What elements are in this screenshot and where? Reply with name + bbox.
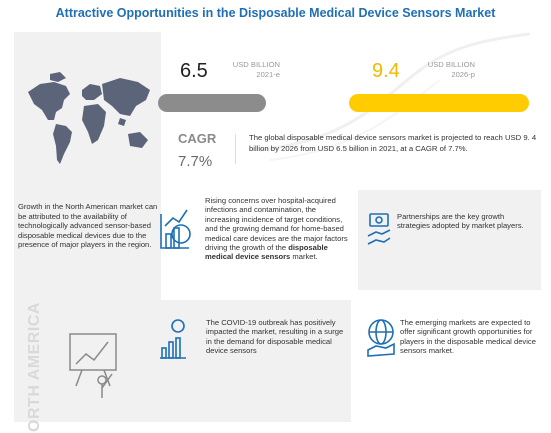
growth-chart-icon: [160, 209, 191, 249]
drivers-text-bold: disposable medical device sensors: [205, 243, 328, 262]
emerging-text: The emerging markets are expected to off…: [400, 318, 536, 356]
market-2021-bar: [158, 94, 266, 112]
covid-cell: [161, 300, 351, 422]
market-2021-unit: USD BILLION: [232, 60, 280, 69]
partnerships-cell: [358, 190, 541, 290]
drivers-text: Rising concerns over hospital-acquired i…: [205, 196, 348, 262]
market-2026-year: 2026-p: [451, 69, 475, 79]
cagr-value: 7.7%: [178, 153, 213, 170]
drivers-cell: [161, 190, 351, 290]
decorative-curve: [259, 32, 531, 161]
cagr-label: CAGR: [178, 131, 217, 146]
region-description: Growth in the North American market can …: [18, 202, 158, 250]
analysis-board-icon: [69, 333, 117, 398]
region-label: NORTH AMERICA: [26, 302, 43, 433]
market-summary: The global disposable medical device sen…: [249, 133, 537, 153]
covid-text: The COVID-19 outbreak has positively imp…: [206, 318, 344, 356]
drivers-text-part1: Rising concerns over hospital-acquired i…: [205, 196, 348, 253]
market-2026-value: 9.4: [372, 60, 400, 82]
globe-hand-icon: [367, 319, 395, 357]
market-2026-unit: USD BILLION: [427, 60, 475, 69]
region-panel: Growth in the North American market can …: [14, 32, 161, 433]
drivers-text-part2: market.: [292, 252, 318, 262]
handshake-money-icon: [367, 213, 391, 245]
cagr-divider: [235, 134, 243, 164]
page-title: Attractive Opportunities in the Disposab…: [55, 6, 496, 20]
partnerships-text: Partnerships are the key growth strategi…: [397, 212, 524, 231]
rising-bars-icon: [160, 319, 186, 359]
market-2026-bar: [349, 94, 529, 112]
market-2026-unit-block: USD BILLION 2026-p: [405, 60, 475, 79]
world-map-icon: [28, 72, 150, 164]
market-2021-unit-block: USD BILLION 2021-e: [210, 60, 280, 79]
market-2021-value: 6.5: [180, 60, 208, 82]
market-2021-year: 2021-e: [256, 69, 280, 79]
emerging-cell: [358, 300, 541, 422]
